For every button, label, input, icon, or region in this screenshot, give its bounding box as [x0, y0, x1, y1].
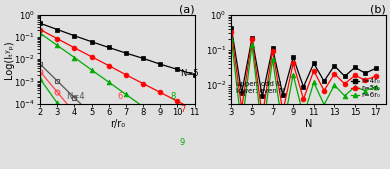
X-axis label: N: N: [305, 119, 312, 129]
X-axis label: r/r₀: r/r₀: [110, 119, 125, 129]
Text: (a): (a): [179, 4, 195, 14]
Text: 8: 8: [170, 92, 176, 101]
Text: N=5: N=5: [180, 69, 199, 78]
Text: upper: odd N
lower: even N: upper: odd N lower: even N: [236, 81, 284, 94]
Legend: r=4r₀, r=5r₀, r=6r₀: r=4r₀, r=5r₀, r=6r₀: [349, 76, 382, 100]
Text: (b): (b): [370, 4, 386, 14]
Y-axis label: Log(Iₜʸₚ): Log(Iₜʸₚ): [4, 40, 14, 79]
Text: 7: 7: [180, 105, 185, 114]
Text: 6: 6: [117, 92, 123, 101]
Text: N=4: N=4: [66, 92, 85, 101]
Text: 9: 9: [180, 138, 185, 147]
